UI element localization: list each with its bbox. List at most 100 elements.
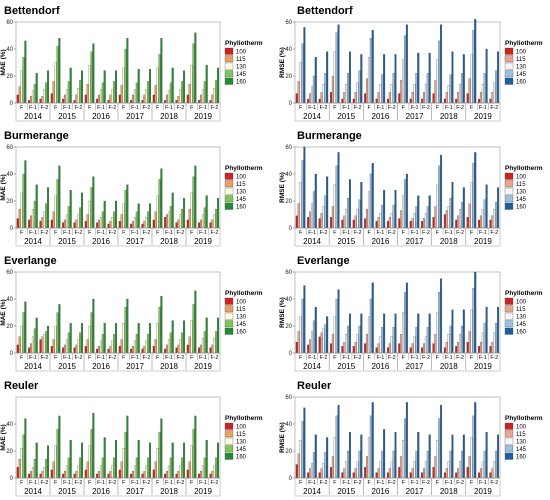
category-label: F <box>20 105 23 111</box>
bar-130-2016-F-2 <box>111 217 114 229</box>
bar-130-2014-F-1 <box>31 90 34 104</box>
bar-160-2016-F <box>371 282 374 354</box>
bar-145-2015-F-2 <box>79 207 82 229</box>
bar-100-2014-F-1 <box>28 473 31 479</box>
bar-145-2017-F <box>404 179 406 229</box>
bar-115-2015-F <box>331 333 334 354</box>
bar-130-2017-F-1 <box>133 340 136 354</box>
bar-115-2014-F-2 <box>320 468 323 479</box>
category-label: F-1 <box>308 355 316 361</box>
bar-145-2019-F-1 <box>483 323 486 354</box>
bar-100-2016-F-2 <box>107 473 110 479</box>
y-tick-label: 20 <box>285 199 292 205</box>
bar-115-2017-F-2 <box>143 94 146 104</box>
year-label: 2019 <box>474 362 492 371</box>
bar-160-2015-F-2 <box>360 313 363 354</box>
bar-160-2019-F-1 <box>205 65 208 104</box>
category-label: F-1 <box>308 480 316 486</box>
bar-100-2016-F-1 <box>96 222 99 229</box>
bar-115-2017-F <box>120 339 123 354</box>
bar-130-2015-F-2 <box>356 461 359 479</box>
category-label: F-1 <box>63 230 71 236</box>
bar-115-2018-F <box>154 461 157 479</box>
year-label: 2014 <box>303 237 321 246</box>
bar-145-2019-F-1 <box>203 457 206 479</box>
category-label: F <box>122 480 125 486</box>
bar-115-2018-F <box>154 339 157 354</box>
legend-label-115: 115 <box>516 307 526 313</box>
bar-130-2016-F-2 <box>390 461 393 479</box>
bar-160-2017-F-1 <box>417 313 420 354</box>
bar-115-2017-F <box>400 79 403 104</box>
bar-100-2014-F-1 <box>28 347 31 354</box>
bar-160-2019-F-2 <box>217 198 220 229</box>
bar-145-2016-F <box>369 415 372 479</box>
bar-100-2019-F-2 <box>489 472 492 479</box>
bar-115-2016-F <box>86 461 89 479</box>
legend-label-115: 115 <box>516 57 526 63</box>
legend-title: Phyllotherm <box>225 290 263 297</box>
bar-160-2017-F-1 <box>417 431 420 479</box>
legend-swatch-130 <box>224 187 234 195</box>
plot-frame <box>294 396 501 479</box>
bar-160-2018-F-1 <box>171 192 174 229</box>
bar-100-2015-F <box>329 467 332 479</box>
y-tick-label: 20 <box>285 74 292 80</box>
bar-100-2018-F-1 <box>164 217 167 229</box>
y-tick-label: 20 <box>6 324 13 330</box>
year-label: 2018 <box>440 237 458 246</box>
bar-145-2017-F <box>124 48 127 104</box>
bar-145-2015-F-2 <box>358 70 361 104</box>
category-label: F <box>122 105 125 111</box>
bar-130-2014-F <box>299 62 302 104</box>
category-label: F <box>402 105 405 111</box>
bar-115-2019-F <box>188 83 191 104</box>
bar-100-2017-F-2 <box>141 473 144 479</box>
bar-115-2019-F <box>468 456 471 479</box>
category-label: F <box>333 480 336 486</box>
category-label: F-1 <box>165 480 173 486</box>
bar-160-2018-F-2 <box>183 442 186 479</box>
bar-160-2016-F <box>371 402 374 479</box>
bar-160-2019-F <box>194 165 197 229</box>
legend-title: Phyllotherm <box>225 40 263 47</box>
bar-115-2015-F-1 <box>343 92 346 104</box>
legend-swatch-115 <box>224 430 234 438</box>
bar-100-2016-F-2 <box>107 100 110 104</box>
bar-100-2019-F <box>466 467 469 479</box>
y-axis-label: MAE (%) <box>0 49 7 75</box>
bar-100-2014-F <box>295 215 298 229</box>
bar-130-2015-F <box>333 51 336 104</box>
bar-115-2018-F-2 <box>457 342 460 354</box>
y-tick-label: 40 <box>6 172 13 178</box>
category-label: F <box>20 355 23 361</box>
bar-130-2017-F-2 <box>145 89 148 104</box>
category-label: F-2 <box>354 105 362 111</box>
bar-130-2016-F <box>367 56 370 104</box>
bar-130-2015-F-2 <box>77 339 80 354</box>
bar-115-2019-F-2 <box>491 92 494 104</box>
bar-145-2015-F <box>56 312 59 354</box>
bar-115-2017-F <box>400 456 403 479</box>
bar-160-2014-F <box>24 160 27 229</box>
bar-145-2014-F-2 <box>324 195 327 229</box>
legend-label-100: 100 <box>516 50 527 56</box>
bar-160-2015-F <box>337 404 340 479</box>
bar-130-2015-F-2 <box>356 333 359 354</box>
bar-115-2019-F-2 <box>211 344 214 354</box>
x-axis-frame <box>15 477 221 497</box>
bar-100-2015-F <box>50 346 53 354</box>
bar-145-2014-F <box>22 434 25 479</box>
bar-100-2015-F-2 <box>352 472 355 479</box>
bar-115-2018-F-1 <box>166 344 168 354</box>
bar-100-2015-F-1 <box>62 98 65 104</box>
bar-160-2014-F-1 <box>35 317 38 354</box>
bar-160-2017-F-2 <box>428 434 431 479</box>
bar-145-2018-F <box>438 292 441 354</box>
bar-115-2014-F-1 <box>30 96 32 104</box>
bar-130-2017-F-1 <box>413 213 416 229</box>
x-axis-frame <box>15 352 221 372</box>
bar-100-2015-F-2 <box>73 473 76 479</box>
category-label: F <box>88 480 91 486</box>
